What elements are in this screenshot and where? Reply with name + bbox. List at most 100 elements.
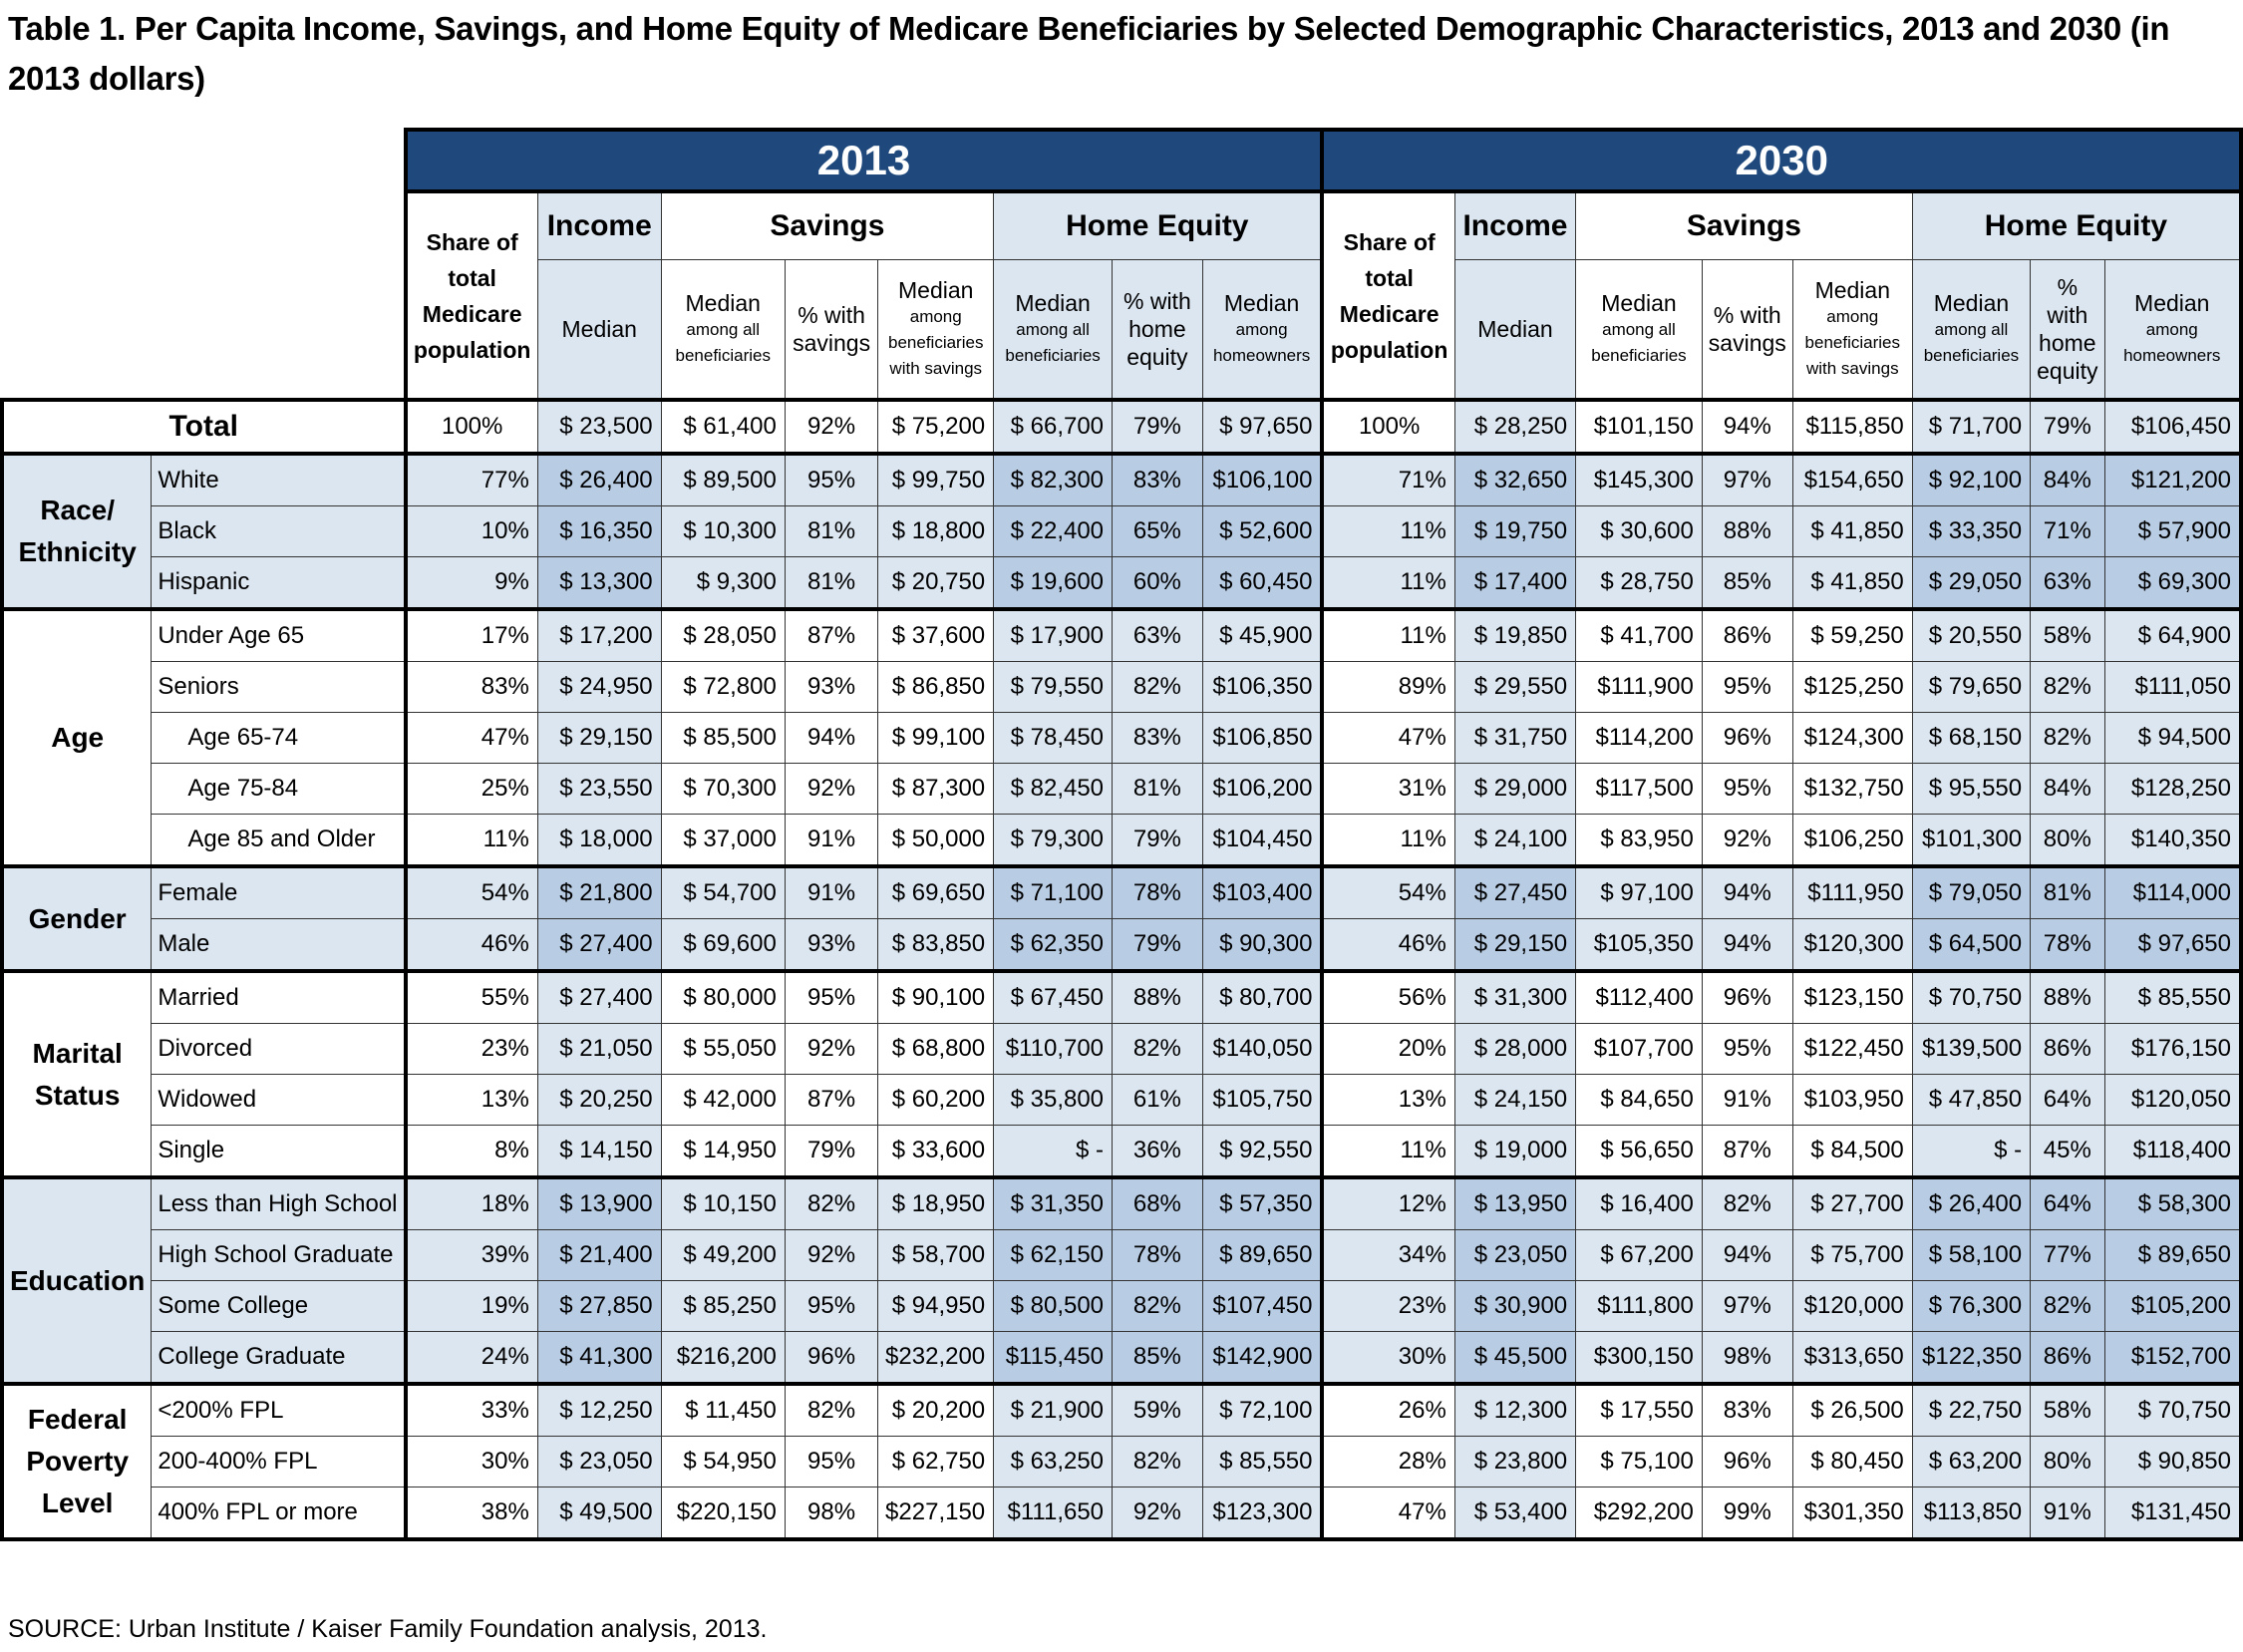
cell-y2030-savings-pct: 94% xyxy=(1701,398,1793,456)
cell-y2013-home-equity-median-owners: $107,450 xyxy=(1201,1280,1323,1332)
cell-y2030-home-equity-pct: 91% xyxy=(2030,1487,2105,1541)
cell-y2013-home-equity-median-all: $ 22,400 xyxy=(993,505,1114,557)
cell-y2013-savings-median-all: $ 10,300 xyxy=(660,505,786,557)
cell-y2030-share: 34% xyxy=(1320,1229,1455,1281)
year-2013-header: 2013 xyxy=(403,128,1325,193)
cell-y2013-home-equity-median-all: $ 17,900 xyxy=(993,608,1114,662)
cell-y2030-home-equity-median-owners: $ 90,850 xyxy=(2103,1436,2243,1487)
cell-y2030-home-equity-median-all: $101,300 xyxy=(1911,814,2032,868)
cell-y2013-share: 11% xyxy=(403,814,538,868)
cell-y2030-share: 28% xyxy=(1320,1436,1455,1487)
cell-y2030-savings-pct: 95% xyxy=(1701,1023,1793,1075)
savings-pct-header-2030: % with savings xyxy=(1701,259,1793,401)
cell-y2030-home-equity-median-owners: $105,200 xyxy=(2103,1280,2243,1332)
cell-y2013-home-equity-pct: 36% xyxy=(1112,1125,1203,1179)
cell-y2013-share: 38% xyxy=(403,1487,538,1541)
cell-y2030-home-equity-median-owners: $121,200 xyxy=(2103,453,2243,506)
table-row: Hispanic 9% $ 13,300 $ 9,300 81% $ 20,750 $ 19… xyxy=(2,556,2243,611)
cell-y2030-income-median: $ 19,750 xyxy=(1453,505,1577,557)
cell-y2030-savings-median-all: $ 83,950 xyxy=(1575,814,1703,868)
cell-y2013-share: 47% xyxy=(403,712,538,764)
cell-y2013-savings-pct: 98% xyxy=(784,1487,879,1541)
cell-y2030-savings-median-all: $111,900 xyxy=(1575,661,1703,713)
row-label: 400% FPL or more xyxy=(151,1487,406,1541)
cell-y2013-savings-median-with: $ 69,650 xyxy=(877,865,995,919)
cell-y2013-savings-median-with: $ 33,600 xyxy=(877,1125,995,1179)
savings-header-2030: Savings xyxy=(1575,190,1913,260)
cell-y2030-savings-pct: 96% xyxy=(1701,712,1793,764)
cell-y2030-home-equity-median-owners: $176,150 xyxy=(2103,1023,2243,1075)
cell-y2013-share: 9% xyxy=(403,556,538,611)
income-header-2013: Income xyxy=(536,190,662,260)
table-row: Age 75-84 25% $ 23,550 $ 70,300 92% $ 87,300 $… xyxy=(2,763,2243,815)
cell-y2030-home-equity-pct: 78% xyxy=(2030,918,2105,973)
cell-y2030-savings-pct: 97% xyxy=(1701,1280,1793,1332)
cell-y2030-home-equity-median-all: $ 20,550 xyxy=(1911,608,2032,662)
row-label: Some College xyxy=(151,1280,406,1332)
cell-y2013-home-equity-median-all: $ 63,250 xyxy=(993,1436,1114,1487)
cell-y2013-home-equity-median-owners: $ 52,600 xyxy=(1201,505,1323,557)
cell-y2030-share: 100% xyxy=(1320,398,1455,456)
cell-y2030-savings-median-with: $ 80,450 xyxy=(1791,1436,1913,1487)
table-row: Marital Status Married 55% $ 27,400 $ 80,000… xyxy=(0,970,2243,1179)
row-label: 200-400% FPL xyxy=(151,1436,406,1487)
cell-y2013-savings-median-all: $ 37,000 xyxy=(660,814,786,868)
cell-y2030-home-equity-median-owners: $131,450 xyxy=(2103,1487,2243,1541)
cell-y2030-savings-pct: 94% xyxy=(1701,865,1793,919)
cell-y2030-home-equity-median-all: $113,850 xyxy=(1911,1487,2032,1541)
cell-y2030-home-equity-pct: 77% xyxy=(2030,1229,2105,1281)
cell-y2013-home-equity-pct: 61% xyxy=(1112,1074,1203,1126)
cell-y2013-home-equity-pct: 82% xyxy=(1112,1280,1203,1332)
cell-y2013-share: 55% xyxy=(403,970,538,1024)
cell-y2013-savings-median-with: $ 62,750 xyxy=(877,1436,995,1487)
cell-y2013-home-equity-median-all: $ 62,350 xyxy=(993,918,1114,973)
cell-y2030-home-equity-pct: 86% xyxy=(2030,1023,2105,1075)
cell-y2030-home-equity-median-all: $139,500 xyxy=(1911,1023,2032,1075)
cell-y2030-savings-median-all: $117,500 xyxy=(1575,763,1703,815)
cell-y2030-savings-pct: 98% xyxy=(1701,1331,1793,1386)
cell-y2013-home-equity-median-owners: $ 60,450 xyxy=(1201,556,1323,611)
cell-y2030-home-equity-pct: 82% xyxy=(2030,712,2105,764)
cell-y2030-home-equity-median-all: $ - xyxy=(1911,1125,2032,1179)
cell-y2013-income-median: $ 23,050 xyxy=(536,1436,662,1487)
cell-y2013-income-median: $ 13,900 xyxy=(536,1176,662,1230)
cell-y2030-home-equity-median-all: $ 95,550 xyxy=(1911,763,2032,815)
cell-y2013-savings-pct: 95% xyxy=(784,1436,879,1487)
cell-y2030-share: 47% xyxy=(1320,712,1455,764)
cell-y2030-savings-pct: 91% xyxy=(1701,1074,1793,1126)
cell-y2030-home-equity-pct: 64% xyxy=(2030,1176,2105,1230)
cell-y2013-income-median: $ 18,000 xyxy=(536,814,662,868)
cell-y2030-savings-median-all: $ 97,100 xyxy=(1575,865,1703,919)
cell-y2030-home-equity-median-owners: $ 58,300 xyxy=(2103,1176,2243,1230)
cell-y2013-home-equity-median-owners: $ 92,550 xyxy=(1201,1125,1323,1179)
cell-y2013-savings-pct: 91% xyxy=(784,865,879,919)
cell-y2013-share: 46% xyxy=(403,918,538,973)
cell-y2013-home-equity-pct: 78% xyxy=(1112,865,1203,919)
table-row: Widowed 13% $ 20,250 $ 42,000 87% $ 60,200 $ 3… xyxy=(2,1074,2243,1126)
cell-y2030-income-median: $ 53,400 xyxy=(1453,1487,1577,1541)
cell-y2030-home-equity-median-all: $ 33,350 xyxy=(1911,505,2032,557)
cell-y2030-income-median: $ 32,650 xyxy=(1453,453,1577,506)
cell-y2013-savings-median-all: $ 85,500 xyxy=(660,712,786,764)
cell-y2030-home-equity-median-owners: $114,000 xyxy=(2103,865,2243,919)
cell-y2030-savings-median-all: $145,300 xyxy=(1575,453,1703,506)
cell-y2030-savings-median-all: $300,150 xyxy=(1575,1331,1703,1386)
cell-y2013-income-median: $ 21,400 xyxy=(536,1229,662,1281)
cell-y2030-savings-pct: 88% xyxy=(1701,505,1793,557)
cell-y2013-savings-median-with: $ 99,100 xyxy=(877,712,995,764)
cell-y2030-income-median: $ 24,150 xyxy=(1453,1074,1577,1126)
table-row: Age Under Age 65 17% $ 17,200 $ 28,050 87% $ 3… xyxy=(0,608,2243,868)
cell-y2030-home-equity-median-owners: $140,350 xyxy=(2103,814,2243,868)
table-row: 200-400% FPL 30% $ 23,050 $ 54,950 95% $ 62,7… xyxy=(2,1436,2243,1487)
cell-y2013-home-equity-median-all: $ 62,150 xyxy=(993,1229,1114,1281)
home-equity-owners-header-2013: Median among homeowners xyxy=(1201,259,1323,401)
cell-y2013-savings-pct: 92% xyxy=(784,398,879,456)
row-label: Age 75-84 xyxy=(151,763,406,815)
cell-y2030-savings-median-with: $ 59,250 xyxy=(1791,608,1913,662)
cell-y2013-savings-pct: 91% xyxy=(784,814,879,868)
cell-y2013-share: 39% xyxy=(403,1229,538,1281)
row-label: High School Graduate xyxy=(151,1229,406,1281)
cell-y2030-savings-pct: 95% xyxy=(1701,661,1793,713)
cell-y2030-share: 26% xyxy=(1320,1383,1455,1437)
cell-y2030-home-equity-pct: 58% xyxy=(2030,1383,2105,1437)
